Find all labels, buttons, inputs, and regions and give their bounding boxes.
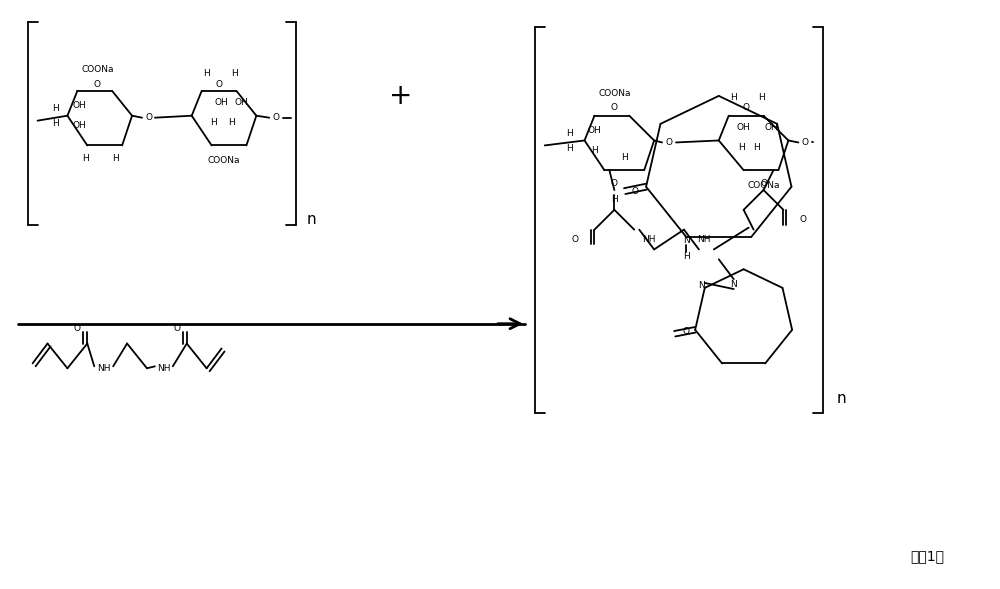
Text: OH: OH	[765, 123, 778, 132]
Text: 式（1）: 式（1）	[911, 550, 945, 564]
Text: O: O	[94, 80, 101, 88]
Text: H: H	[758, 94, 765, 102]
Text: OH: OH	[235, 98, 248, 107]
Text: O: O	[742, 103, 749, 112]
Text: COONa: COONa	[207, 155, 240, 165]
Text: H: H	[52, 104, 59, 113]
Text: O: O	[215, 80, 222, 88]
Text: H: H	[52, 119, 59, 128]
Text: H: H	[738, 143, 745, 152]
Text: OH: OH	[588, 126, 601, 135]
Text: O: O	[760, 178, 767, 187]
Text: n: n	[836, 391, 846, 405]
Text: H: H	[730, 94, 737, 102]
Text: O: O	[611, 103, 618, 112]
Text: O: O	[800, 215, 807, 224]
Text: NH: NH	[697, 235, 711, 244]
Text: O: O	[631, 187, 638, 196]
Text: O: O	[802, 138, 809, 147]
Text: O: O	[571, 235, 578, 244]
Text: H: H	[591, 146, 598, 155]
Text: O: O	[74, 324, 81, 333]
Text: O: O	[666, 138, 673, 147]
Text: O: O	[145, 113, 152, 122]
Text: OH: OH	[72, 101, 86, 110]
Text: O: O	[173, 324, 180, 333]
Text: n: n	[306, 212, 316, 227]
Text: H: H	[112, 154, 119, 163]
Text: H: H	[566, 144, 573, 153]
Text: OH: OH	[737, 123, 751, 132]
Text: H: H	[683, 253, 690, 262]
Text: OH: OH	[72, 121, 86, 130]
Text: H: H	[228, 118, 235, 127]
Text: N: N	[698, 282, 705, 290]
Text: H: H	[611, 196, 618, 204]
Text: NH: NH	[642, 235, 656, 244]
Text: +: +	[389, 82, 412, 110]
Text: H: H	[82, 154, 89, 163]
Text: O: O	[611, 178, 618, 187]
Text: H: H	[621, 153, 628, 162]
Text: OH: OH	[215, 98, 228, 107]
Text: N: N	[730, 280, 737, 289]
Text: N: N	[683, 236, 690, 244]
Text: NH: NH	[157, 364, 171, 373]
Text: H: H	[231, 68, 238, 78]
Text: COONa: COONa	[598, 90, 631, 98]
Text: COONa: COONa	[747, 181, 780, 190]
Text: O: O	[273, 113, 280, 122]
Text: COONa: COONa	[81, 65, 114, 74]
Text: O: O	[682, 327, 689, 336]
Text: H: H	[210, 118, 217, 127]
Text: H: H	[203, 68, 210, 78]
Text: H: H	[566, 129, 573, 138]
Text: NH: NH	[97, 364, 111, 373]
Text: H: H	[753, 143, 760, 152]
